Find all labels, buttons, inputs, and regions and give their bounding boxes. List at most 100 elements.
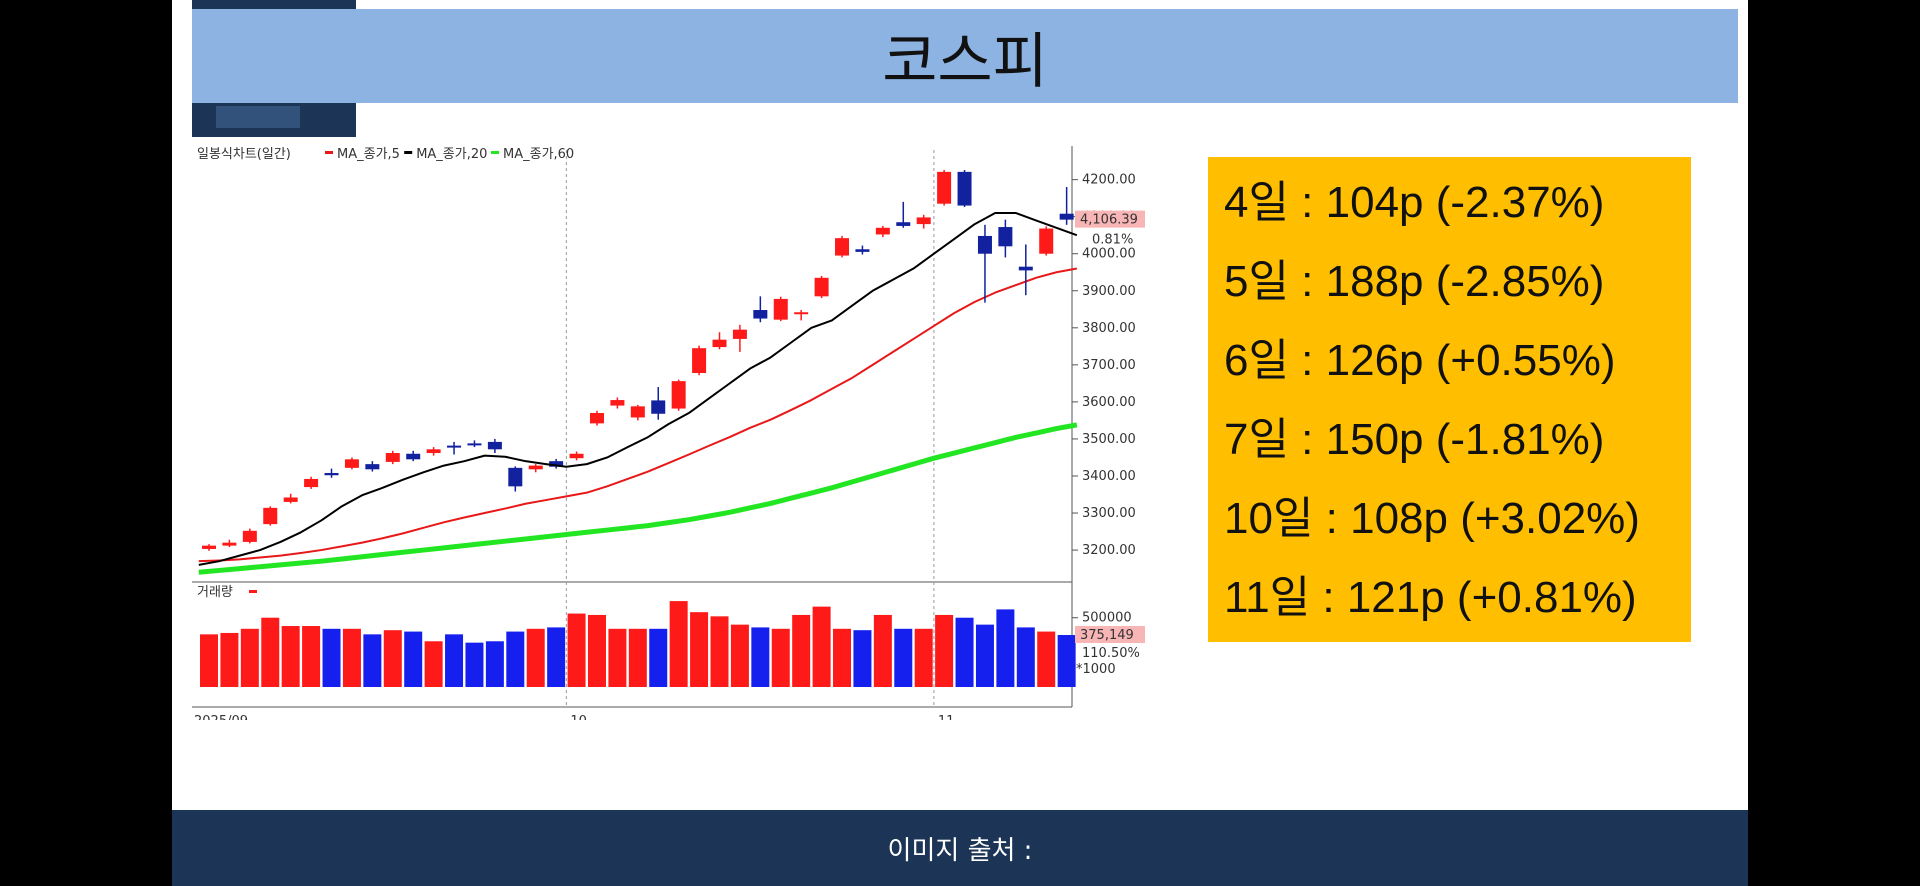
volume-bar — [975, 624, 994, 687]
current-change-label: 0.81% — [1092, 233, 1133, 248]
candle-body — [814, 277, 829, 297]
candle-body — [344, 459, 359, 468]
legend-title: 일봉식차트(일간) — [197, 147, 291, 162]
info-line-1: 5일 : 188p (-2.85%) — [1224, 257, 1605, 306]
candle-body — [875, 227, 890, 235]
volume-bar — [404, 631, 423, 687]
candle-body — [304, 478, 319, 488]
candle-body — [712, 339, 727, 348]
slide-title: 코스피 — [882, 26, 1048, 97]
y-tick-label: 3300.00 — [1082, 506, 1136, 521]
volume-bar — [914, 628, 933, 687]
candle-body — [998, 227, 1013, 247]
chart-svg: 2025/09 10 11 3200.00 3300.00 3400.00 3500.00 3… — [192, 146, 1145, 720]
legend-label: MA_종가,5 — [337, 147, 400, 162]
volume-current-label: 375,149 — [1080, 628, 1134, 643]
volume-bar — [730, 624, 749, 687]
volume-bar — [996, 609, 1015, 687]
y-tick-label: 4200.00 — [1082, 173, 1136, 188]
volume-bar — [955, 617, 974, 687]
volume-bar — [383, 630, 402, 687]
ma5-line — [198, 211, 1078, 566]
volume-title: 거래량 — [197, 585, 233, 600]
candle-body — [1018, 266, 1033, 271]
candle-body — [283, 497, 298, 502]
candle-body — [589, 413, 604, 424]
y-tick-label: 3400.00 — [1082, 469, 1136, 484]
volume-bar — [792, 614, 811, 687]
volume-bar — [894, 628, 913, 687]
candle-body — [385, 453, 400, 462]
candle-body — [651, 400, 666, 414]
candle-body — [549, 461, 564, 467]
info-line-5: 11일 : 121p (+0.81%) — [1224, 573, 1637, 622]
current-price-label: 4,106.39 — [1080, 213, 1138, 228]
volume-bar — [751, 627, 770, 687]
volume-bar — [240, 628, 259, 687]
candle-body — [630, 406, 645, 418]
volume-bar — [608, 628, 627, 687]
legend-label: MA_종가,20 — [416, 147, 487, 162]
volume-bar — [873, 614, 892, 687]
volume-current-box — [1075, 626, 1145, 644]
volume-bar — [547, 627, 566, 687]
candle-body — [794, 312, 809, 315]
daily-change-panel: 4일 : 104p (-2.37%) 5일 : 188p (-2.85%) 6일… — [1208, 157, 1691, 642]
image-source-label: 이미지 출처 : — [887, 835, 1033, 866]
candle-body — [977, 235, 992, 254]
volume-bar — [710, 616, 729, 687]
volume-bar — [935, 614, 954, 687]
candle-body — [447, 445, 462, 448]
candle-body — [426, 449, 441, 454]
candle-body — [957, 171, 972, 206]
volume-bar — [485, 641, 504, 687]
legend-swatch — [491, 151, 499, 154]
volume-bar — [322, 628, 341, 687]
title-bar: 코스피 — [192, 9, 1738, 103]
volume-bar — [526, 628, 545, 687]
legend-swatch — [325, 151, 333, 154]
candle-body — [467, 443, 482, 446]
volume-bar — [200, 634, 218, 687]
candle-body — [487, 441, 502, 450]
candle-body — [222, 542, 237, 546]
candle-body — [1039, 228, 1054, 254]
candle-body — [406, 453, 421, 460]
volume-bar — [1037, 631, 1056, 687]
candle-body — [365, 464, 380, 470]
volume-bar — [342, 628, 361, 687]
volume-bar — [771, 628, 790, 687]
y-tick-label: 3900.00 — [1082, 284, 1136, 299]
volume-bar — [465, 642, 484, 687]
candle-body — [753, 310, 768, 319]
x-tick-label: 10 — [570, 714, 587, 720]
y-tick-label: 3500.00 — [1082, 432, 1136, 447]
volume-bar — [281, 626, 300, 687]
candle-body — [937, 171, 952, 204]
kospi-chart: 2025/09 10 11 3200.00 3300.00 3400.00 3500.00 3… — [187, 140, 1187, 720]
y-tick-label: 3700.00 — [1082, 358, 1136, 373]
volume-bar — [445, 634, 464, 687]
y-tick-label: 4000.00 — [1082, 247, 1136, 262]
candle-body — [1059, 213, 1074, 220]
candle-body — [692, 348, 707, 374]
volume-bar — [261, 617, 280, 687]
candle-body — [671, 381, 686, 409]
volume-bar — [506, 631, 525, 687]
volume-bar — [1057, 635, 1076, 687]
volume-bar — [669, 601, 688, 687]
legend-label: MA_종가,60 — [503, 147, 574, 162]
candle-body — [855, 249, 870, 252]
volume-bar — [853, 630, 872, 687]
volume-bar — [424, 641, 443, 687]
current-price-box — [1075, 210, 1145, 228]
volume-bar — [812, 606, 831, 687]
volume-change-label: 110.50% — [1082, 646, 1140, 661]
volume-bar — [302, 626, 321, 687]
ma20-line — [198, 267, 1078, 563]
y-tick-label: 3600.00 — [1082, 395, 1136, 410]
volume-unit-label: *1000 — [1076, 662, 1116, 677]
candle-body — [528, 465, 543, 470]
volume-y-tick-label: 500000 — [1082, 611, 1132, 626]
x-tick-label: 11 — [938, 714, 955, 720]
